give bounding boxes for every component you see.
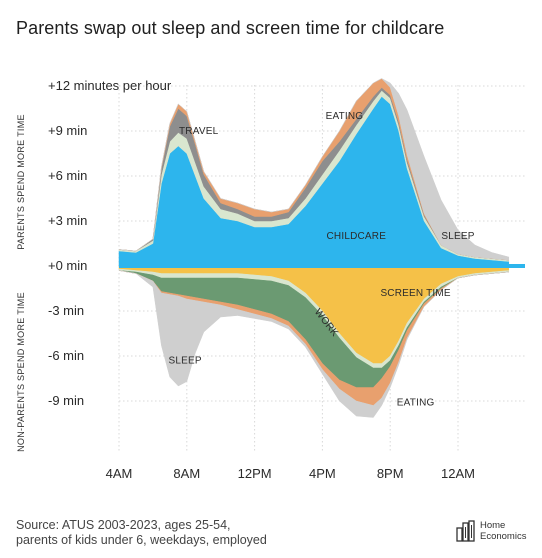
- y-tick-label: +9 min: [48, 123, 87, 138]
- source-line-2: parents of kids under 6, weekdays, emplo…: [16, 533, 267, 547]
- chart-title: Parents swap out sleep and screen time f…: [16, 18, 445, 38]
- annotation-sleep: SLEEP: [168, 356, 201, 367]
- x-tick-layer: 4AM 8AM 12PM 4PM 8PM 12AM: [106, 466, 475, 481]
- x-tick-label: 12PM: [238, 466, 272, 481]
- chart: +12 minutes per hour +9 min +6 min +3 min +0…: [16, 78, 525, 481]
- area-sleep-parents: [118, 78, 510, 261]
- annotation-sleep: SLEEP: [441, 231, 474, 242]
- y-tick-label: -6 min: [48, 348, 84, 363]
- y-tick-label: +6 min: [48, 168, 87, 183]
- x-tick-label: 4PM: [309, 466, 336, 481]
- y-tick-layer: +12 minutes per hour +9 min +6 min +3 min +0…: [48, 78, 172, 408]
- y-tick-label: -3 min: [48, 303, 84, 318]
- zero-line: [119, 264, 525, 268]
- y-tick-label: +0 min: [48, 258, 87, 273]
- annotation-eating: EATING: [326, 111, 364, 122]
- y-axis-label-bottom: NON-PARENTS SPEND MORE TIME: [16, 292, 26, 452]
- home-economics-logo: Home Economics: [456, 520, 526, 542]
- x-tick-label: 12AM: [441, 466, 475, 481]
- y-axis-label-top: PARENTS SPEND MORE TIME: [16, 114, 26, 250]
- annotation-travel: TRAVEL: [179, 126, 219, 137]
- area-sleep-nonparents: [118, 270, 510, 418]
- y-tick-label: -9 min: [48, 393, 84, 408]
- x-tick-label: 4AM: [106, 466, 133, 481]
- source-line-1: Source: ATUS 2003-2023, ages 25-54,: [16, 518, 231, 532]
- logo-line-2: Economics: [480, 531, 527, 542]
- y-tick-label: +12 minutes per hour: [48, 78, 172, 93]
- annotation-eating: EATING: [397, 398, 435, 409]
- y-tick-label: +3 min: [48, 213, 87, 228]
- x-tick-label: 8PM: [377, 466, 404, 481]
- buildings-icon: [456, 520, 475, 542]
- x-tick-label: 8AM: [173, 466, 200, 481]
- annotation-childcare: CHILDCARE: [327, 231, 387, 242]
- source-note: Source: ATUS 2003-2023, ages 25-54, pare…: [16, 518, 267, 548]
- annotation-screen-time: SCREEN TIME: [380, 288, 450, 299]
- area-layer: [118, 78, 525, 418]
- logo-line-1: Home: [480, 520, 506, 531]
